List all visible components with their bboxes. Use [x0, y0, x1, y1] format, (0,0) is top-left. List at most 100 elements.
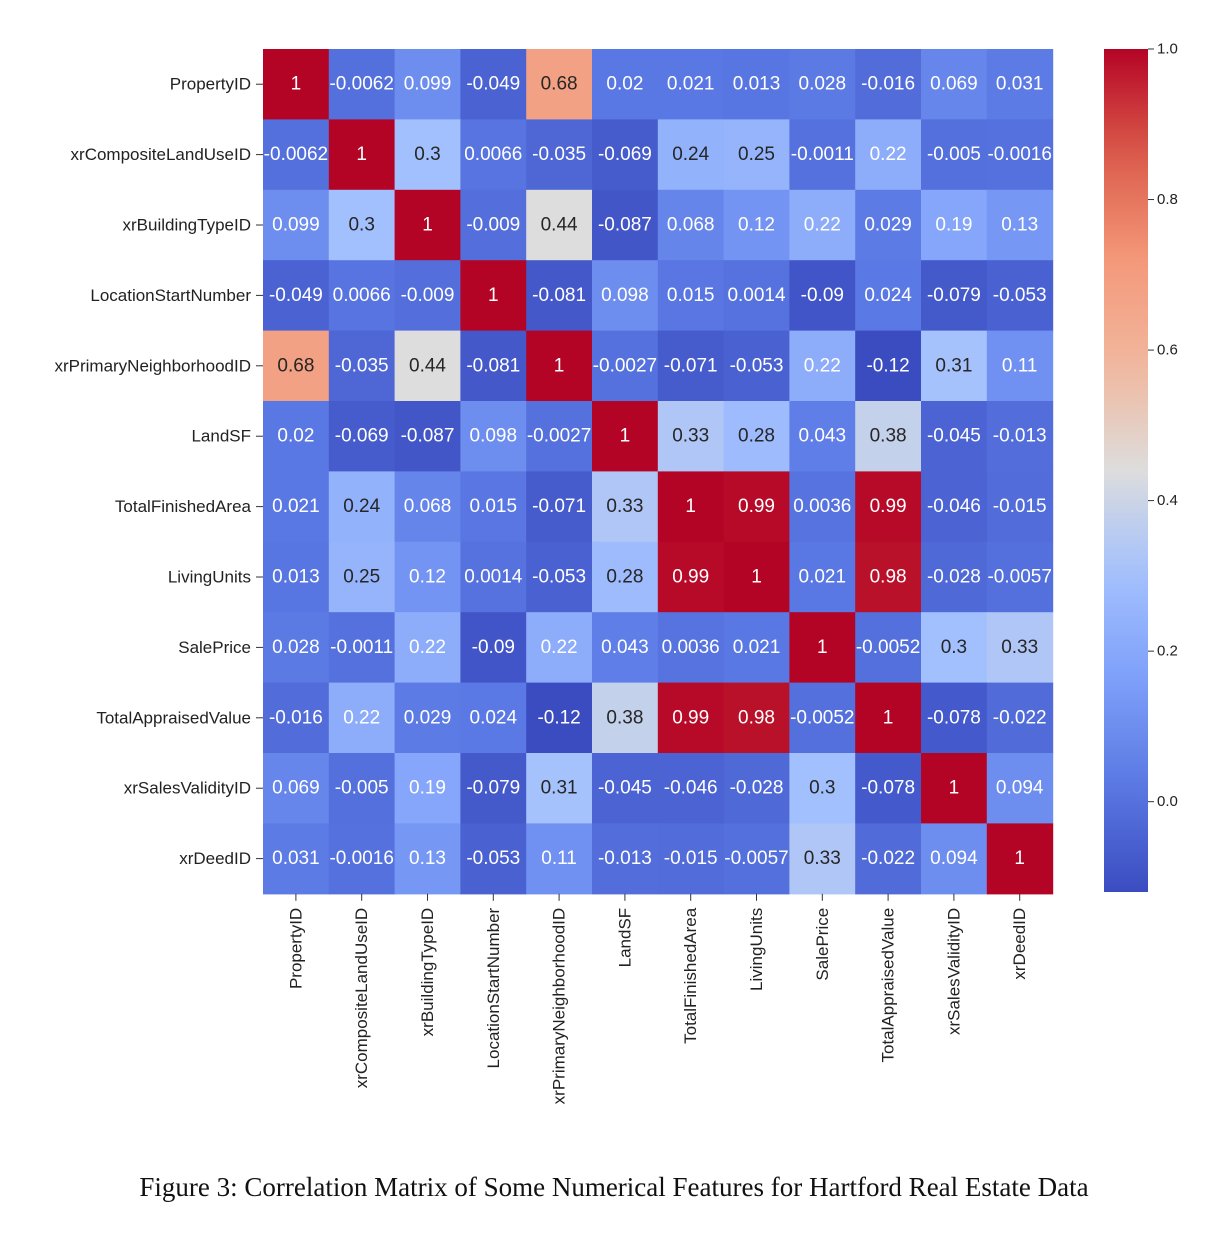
heatmap-cell — [657, 753, 725, 824]
cell-value-label: 0.099 — [404, 74, 452, 95]
heatmap-cell — [986, 823, 1054, 895]
cell-value-label: -0.009 — [466, 215, 520, 236]
cell-value-label: 0.069 — [930, 74, 978, 95]
heatmap-cell — [328, 753, 396, 824]
y-tick-label: xrBuildingTypeID — [122, 216, 251, 235]
cell-value-label: -0.0027 — [593, 355, 657, 376]
cell-value-label: 0.33 — [672, 426, 709, 447]
heatmap-cell — [263, 753, 330, 824]
y-tick-label: TotalAppraisedValue — [96, 708, 251, 727]
heatmap-cell — [592, 753, 659, 824]
heatmap-cell — [592, 189, 659, 261]
cell-value-label: -0.013 — [993, 426, 1047, 447]
cell-value-label: 0.098 — [470, 426, 518, 447]
heatmap-cell — [657, 119, 725, 191]
cell-value-label: 0.02 — [277, 426, 314, 447]
x-tick-label: TotalFinishedArea — [681, 907, 700, 1044]
heatmap-cell — [526, 189, 593, 261]
heatmap-cell — [789, 612, 856, 684]
cell-value-label: -0.0016 — [987, 144, 1051, 165]
cell-value-label: 0.043 — [799, 426, 847, 447]
cell-value-label: 0.33 — [804, 848, 841, 869]
cell-value-label: -0.069 — [335, 426, 389, 447]
cell-value-label: -0.087 — [598, 215, 652, 236]
heatmap-cell — [328, 49, 396, 120]
heatmap-cell — [723, 471, 790, 543]
heatmap-cell — [460, 119, 527, 191]
heatmap-cell — [921, 49, 988, 120]
cell-value-label: -0.079 — [927, 285, 981, 306]
colorbar-gradient — [1104, 49, 1148, 892]
heatmap-cell — [657, 49, 725, 120]
cell-value-label: 0.031 — [996, 74, 1044, 95]
heatmap-cell — [263, 119, 330, 191]
heatmap-cell — [328, 260, 396, 332]
heatmap-cell — [657, 401, 725, 472]
cell-value-label: 0.22 — [409, 637, 446, 658]
x-tick-label: PropertyID — [286, 908, 305, 989]
heatmap-cell — [723, 753, 790, 824]
cell-value-label: -0.005 — [335, 778, 389, 799]
heatmap-cell — [921, 612, 988, 684]
heatmap-cell — [460, 682, 527, 754]
cell-value-label: 0.024 — [470, 707, 518, 728]
heatmap-cell — [789, 541, 856, 613]
y-tick-label: LivingUnits — [168, 568, 251, 587]
cell-value-label: 0.0014 — [464, 567, 523, 588]
cell-value-label: -0.087 — [401, 426, 455, 447]
heatmap-cell — [657, 471, 725, 543]
heatmap-cell — [460, 823, 527, 895]
heatmap-cell — [526, 49, 593, 120]
colorbar-tick-label: 0.2 — [1157, 643, 1178, 660]
heatmap-cell — [526, 682, 593, 754]
cell-value-label: -0.005 — [927, 144, 981, 165]
cell-value-label: 0.12 — [409, 567, 446, 588]
cell-value-label: -0.053 — [730, 355, 784, 376]
cell-value-label: 0.094 — [930, 848, 978, 869]
cell-value-label: 0.44 — [409, 355, 446, 376]
heatmap-cell — [789, 401, 856, 472]
heatmap-cell — [394, 49, 461, 120]
heatmap-cell — [723, 401, 790, 472]
heatmap-cell — [657, 541, 725, 613]
cell-value-label: 0.094 — [996, 778, 1044, 799]
cell-value-label: -0.035 — [335, 355, 389, 376]
x-tick-label: TotalAppraisedValue — [879, 908, 898, 1063]
cell-value-label: -0.035 — [532, 144, 586, 165]
heatmap-cell — [263, 682, 330, 754]
cell-value-label: 0.021 — [799, 567, 847, 588]
heatmap-cell — [394, 401, 461, 472]
cell-value-label: 0.068 — [667, 215, 715, 236]
cell-value-label: 0.13 — [1001, 215, 1038, 236]
cell-value-label: 1 — [817, 637, 828, 658]
cell-value-label: 0.68 — [277, 355, 314, 376]
heatmap-cell — [394, 612, 461, 684]
cell-value-label: -0.078 — [927, 707, 981, 728]
heatmap-cell — [855, 330, 922, 402]
heatmap-cell — [592, 49, 659, 120]
cell-value-label: 0.68 — [541, 74, 578, 95]
heatmap-cell — [460, 49, 527, 120]
cell-value-label: 0.33 — [1001, 637, 1038, 658]
cell-value-label: -0.049 — [466, 74, 520, 95]
heatmap-cell — [460, 753, 527, 824]
cell-value-label: -0.009 — [401, 285, 455, 306]
heatmap-cell — [460, 189, 527, 261]
cell-value-label: -0.016 — [269, 707, 323, 728]
heatmap-cell — [657, 260, 725, 332]
cell-value-label: -0.0057 — [724, 848, 788, 869]
y-tick-label: SalePrice — [178, 638, 251, 657]
cell-value-label: 0.33 — [606, 496, 643, 517]
cell-value-label: -0.0011 — [330, 637, 393, 658]
cell-value-label: 0.028 — [799, 74, 847, 95]
cell-value-label: 0.02 — [606, 74, 643, 95]
heatmap-cell — [328, 471, 396, 543]
cell-value-label: -0.079 — [466, 778, 520, 799]
x-tick-label: xrBuildingTypeID — [418, 908, 437, 1037]
heatmap-cell — [789, 189, 856, 261]
cell-value-label: 0.0036 — [662, 637, 720, 658]
cell-value-label: -0.0062 — [329, 74, 393, 95]
cell-value-label: -0.081 — [466, 355, 520, 376]
cell-value-label: -0.045 — [598, 778, 652, 799]
cell-value-label: -0.12 — [537, 707, 580, 728]
